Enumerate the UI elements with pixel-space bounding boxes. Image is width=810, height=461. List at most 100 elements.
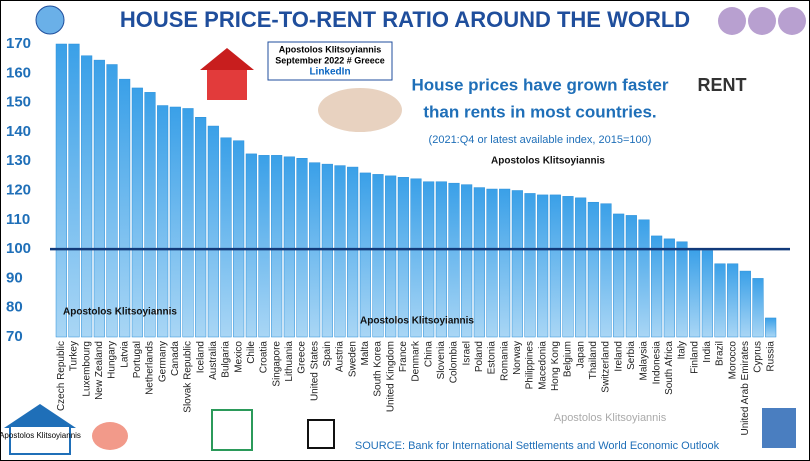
bar bbox=[575, 197, 587, 338]
x-tick-label: Croatia bbox=[259, 341, 270, 374]
x-tick-label: Finland bbox=[689, 341, 700, 374]
x-tick-label: Morocco bbox=[727, 341, 738, 380]
bar bbox=[714, 263, 726, 338]
bar bbox=[245, 153, 257, 338]
x-tick-label: Denmark bbox=[411, 340, 422, 382]
bar bbox=[587, 201, 599, 338]
x-tick-label: Netherlands bbox=[145, 341, 156, 395]
bar bbox=[220, 137, 232, 338]
x-tick-label: Portugal bbox=[132, 341, 143, 378]
bar bbox=[727, 263, 739, 338]
house-dollar-icon bbox=[307, 419, 335, 449]
y-tick-label: 160 bbox=[6, 64, 31, 81]
building-icon bbox=[762, 408, 796, 448]
x-tick-label: Germany bbox=[157, 341, 168, 382]
x-tick-label: Poland bbox=[474, 341, 485, 372]
annotation: House prices have grown faster bbox=[412, 75, 669, 94]
bar bbox=[258, 155, 270, 338]
y-tick-label: 120 bbox=[6, 181, 31, 198]
y-tick-label: 100 bbox=[6, 240, 31, 257]
bar bbox=[752, 278, 764, 338]
bar bbox=[169, 106, 181, 338]
bar bbox=[549, 194, 561, 338]
bar bbox=[499, 188, 511, 338]
y-tick-label: 80 bbox=[6, 299, 23, 316]
x-tick-label: Mexico bbox=[233, 341, 244, 373]
x-tick-label: Latvia bbox=[119, 341, 130, 368]
bar bbox=[739, 270, 751, 338]
y-tick-label: 150 bbox=[6, 94, 31, 111]
bar bbox=[283, 156, 295, 338]
bar bbox=[537, 194, 549, 338]
watermark: Apostolos Klitsoyiannis bbox=[360, 316, 474, 327]
bar bbox=[296, 158, 308, 338]
watermark: Apostolos Klitsoyiannis bbox=[63, 307, 177, 318]
bar bbox=[68, 43, 80, 338]
x-tick-label: Macedonia bbox=[537, 341, 548, 390]
x-tick-label: Austria bbox=[335, 341, 346, 373]
bar bbox=[144, 92, 156, 338]
bar bbox=[131, 87, 143, 338]
x-tick-label: Greece bbox=[297, 341, 308, 374]
bar bbox=[486, 188, 498, 338]
house-icon bbox=[207, 68, 247, 100]
x-tick-label: Cyprus bbox=[753, 341, 764, 373]
bar bbox=[207, 125, 219, 338]
bar bbox=[106, 64, 118, 338]
globe-icon bbox=[35, 5, 65, 35]
x-tick-label: Norway bbox=[512, 341, 523, 375]
bar bbox=[157, 105, 169, 338]
x-tick-label: China bbox=[423, 341, 434, 368]
y-tick-label: 110 bbox=[6, 211, 30, 228]
x-tick-label: Spain bbox=[322, 341, 333, 367]
x-tick-label: Russia bbox=[765, 341, 776, 372]
x-tick-label: United Arab Emirates bbox=[740, 341, 751, 436]
bar bbox=[701, 250, 713, 338]
x-tick-label: Hong Kong bbox=[550, 341, 561, 391]
x-tick-label: Singapore bbox=[271, 341, 282, 387]
bar bbox=[562, 196, 574, 338]
y-tick-label: 170 bbox=[6, 35, 31, 52]
chart-title: HOUSE PRICE-TO-RENT RATIO AROUND THE WOR… bbox=[120, 7, 690, 32]
bar bbox=[372, 174, 384, 338]
x-tick-label: Iceland bbox=[195, 341, 206, 373]
rent-icon: RENT bbox=[698, 75, 747, 95]
bar bbox=[385, 175, 397, 338]
bar bbox=[461, 184, 473, 338]
x-tick-label: Estonia bbox=[487, 341, 498, 375]
x-tick-label: Italy bbox=[677, 341, 688, 359]
x-tick-label: Romania bbox=[499, 341, 510, 381]
x-tick-label: Bulgaria bbox=[221, 341, 232, 378]
bar bbox=[81, 55, 93, 338]
bar bbox=[676, 241, 688, 338]
bar bbox=[524, 193, 536, 338]
exchange-icon bbox=[211, 409, 253, 451]
bar bbox=[423, 181, 435, 338]
source: SOURCE: Bank for International Settlemen… bbox=[355, 440, 720, 452]
credit-text: LinkedIn bbox=[309, 67, 350, 78]
house-icon bbox=[200, 48, 254, 70]
bar bbox=[347, 166, 359, 338]
x-tick-label: Slovenia bbox=[436, 341, 447, 380]
globe-icon bbox=[778, 7, 806, 35]
x-tick-label: Australia bbox=[208, 341, 219, 380]
bar bbox=[271, 155, 283, 338]
bar bbox=[233, 140, 245, 338]
bar bbox=[119, 78, 131, 338]
bar bbox=[511, 190, 523, 338]
bar bbox=[600, 203, 612, 338]
x-tick-label: Colombia bbox=[449, 341, 460, 384]
logo-text: Apostolos Klitsoyiannis bbox=[0, 431, 81, 440]
bar bbox=[473, 187, 485, 338]
x-tick-label: Malaysia bbox=[639, 341, 650, 381]
x-tick-label: Luxembourg bbox=[81, 341, 92, 397]
bar bbox=[93, 59, 105, 338]
bar bbox=[638, 219, 650, 338]
x-tick-label: Hungary bbox=[107, 341, 118, 379]
credit-text: September 2022 # Greece bbox=[275, 55, 385, 65]
bar bbox=[55, 43, 67, 338]
x-tick-label: Lithuania bbox=[284, 341, 295, 382]
bar bbox=[397, 177, 409, 338]
bar bbox=[613, 213, 625, 338]
watermark: Apostolos Klitsoyiannis bbox=[491, 156, 605, 167]
